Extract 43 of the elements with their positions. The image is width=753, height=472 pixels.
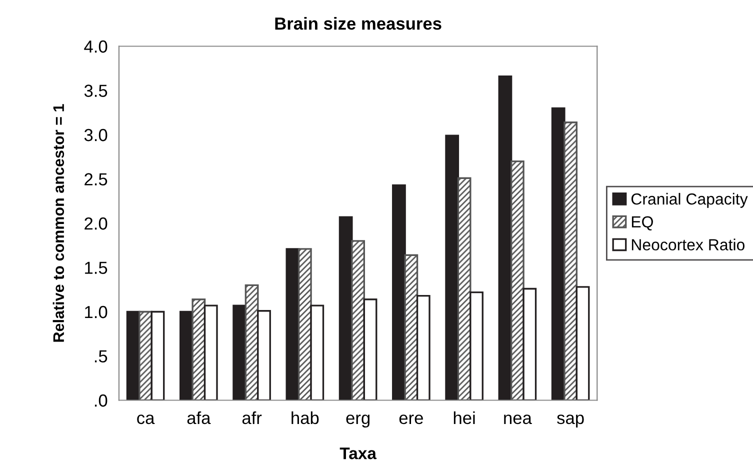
bar — [351, 240, 365, 400]
bar — [392, 184, 406, 400]
x-tick-label: afr — [242, 411, 262, 424]
x-tick-label: hab — [292, 411, 319, 424]
bar — [363, 298, 378, 400]
bar — [522, 288, 537, 400]
bar — [445, 134, 460, 400]
bar — [310, 304, 324, 400]
x-tick-label: sap — [557, 414, 584, 428]
bar — [204, 304, 218, 400]
chart-title: Brain size measures — [275, 17, 442, 30]
bar — [416, 294, 430, 400]
x-tick-label: nea — [504, 414, 532, 424]
bar — [257, 310, 271, 400]
bar — [457, 177, 472, 400]
x-tick-label: erg — [346, 414, 370, 428]
bar — [510, 160, 524, 400]
y-tick-label: .5 — [94, 350, 108, 362]
bar — [404, 254, 418, 400]
x-tick-label: ca — [137, 414, 155, 424]
legend-label: Cranial Capacity — [631, 192, 748, 208]
y-tick-label: 2.0 — [84, 217, 108, 230]
bar — [298, 248, 312, 400]
x-tick-label: ere — [399, 414, 423, 424]
bar — [150, 310, 165, 400]
legend-label: EQ — [632, 216, 653, 230]
bar — [232, 304, 247, 400]
y-tick-label: 1.5 — [85, 262, 108, 274]
y-tick-label: 2.5 — [84, 173, 108, 186]
bar — [564, 122, 578, 400]
y-tick-label: 1.0 — [85, 306, 108, 318]
y-tick-label: .0 — [94, 394, 108, 407]
legend-label: Neocortex Ratio — [632, 238, 744, 250]
x-tick-label: hei — [454, 411, 475, 424]
x-axis-title: Taxa — [340, 448, 377, 460]
bar — [576, 286, 590, 400]
y-tick-label: 3.0 — [84, 128, 108, 142]
bar — [192, 298, 206, 400]
bar — [470, 291, 484, 400]
y-axis-title: Relative to common ancestor = 1 — [52, 104, 64, 342]
y-tick-label: 3.5 — [84, 84, 108, 97]
x-tick-label: afa — [187, 411, 211, 424]
y-tick-label: 4.0 — [84, 40, 108, 53]
